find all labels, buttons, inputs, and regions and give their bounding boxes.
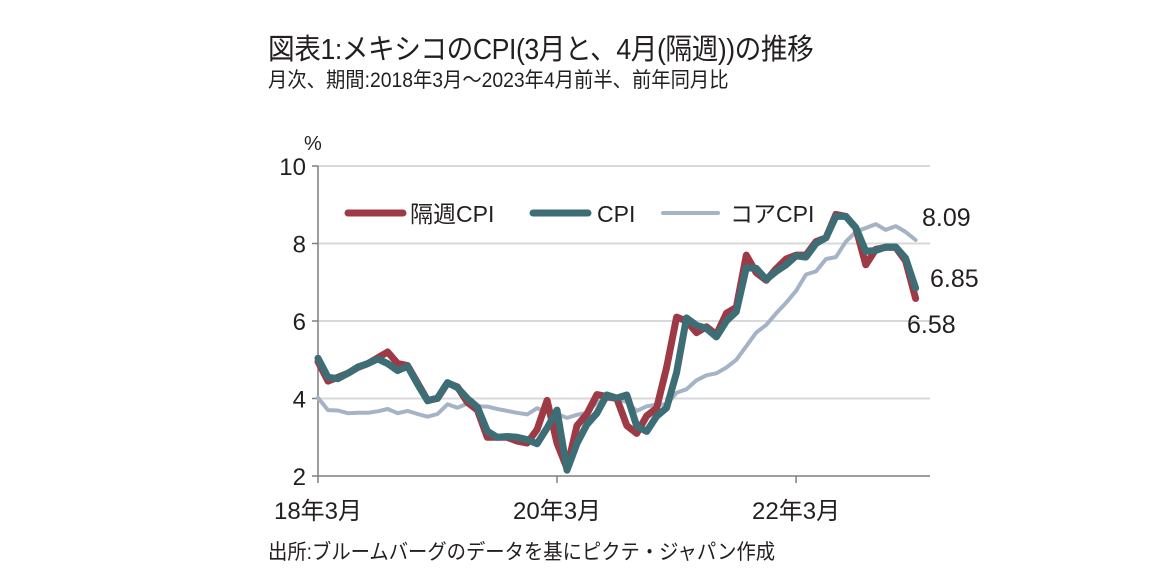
y-tick-label: 6 [293,309,306,336]
y-tick-label: 10 [279,154,306,181]
series-line-weekly-cpi [314,210,920,472]
end-annotations: 8.09 6.85 6.58 [907,204,979,339]
chart-subtitle: 月次、期間:2018年3月～2023年4月前半、前年同月比 [268,69,729,92]
legend-label: 隔週CPI [410,201,494,227]
x-tick-label: 18年3月 [274,498,362,525]
x-tick-label: 22年3月 [752,498,840,525]
end-value-label: 8.09 [922,204,971,232]
axes [312,165,930,483]
end-value-label: 6.85 [930,265,979,293]
legend-label: コアCPI [730,201,814,227]
legend: 隔週CPI CPI コアCPI [344,201,814,227]
x-tick-label: 20年3月 [513,498,601,525]
y-unit-label: % [304,133,322,155]
series-line-cpi [314,212,920,474]
source-note: 出所:ブルームバーグのデータを基にピクテ・ジャパン作成 [268,541,776,564]
chart-title: 図表1:メキシコのCPI(3月と、4月(隔週))の推移 [268,34,814,66]
tick-labels: 2 4 6 8 10% 18年3月 20年3月 22年3月 [274,133,840,525]
y-tick-label: 4 [293,387,306,414]
series-lines [314,210,920,474]
y-tick-label: 8 [293,232,306,259]
end-value-label: 6.58 [907,311,956,339]
y-tick-label: 2 [293,464,306,491]
legend-label: CPI [597,201,635,227]
